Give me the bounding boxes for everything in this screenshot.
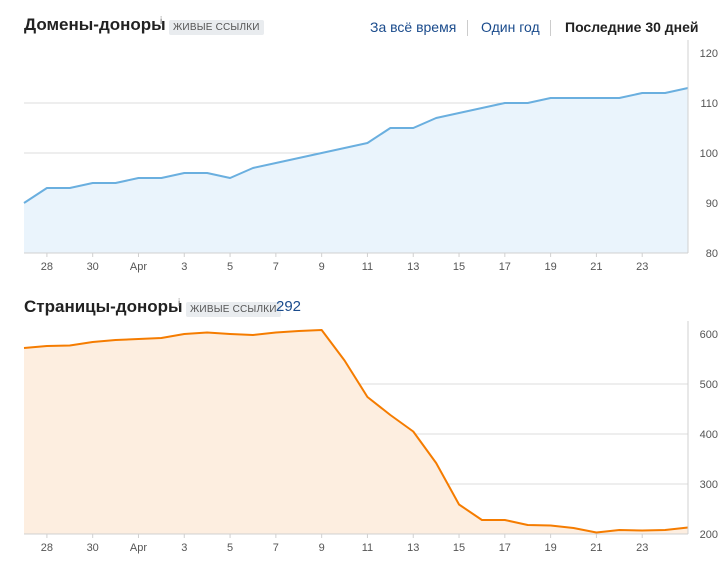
pages-x-tick-label: Apr — [130, 542, 147, 554]
domains-x-tick-label: 19 — [544, 261, 556, 273]
domains-info-icon[interactable]: i — [160, 16, 163, 27]
domains-x-tick-label: 30 — [87, 261, 99, 273]
pages-y-tick-label: 400 — [700, 429, 718, 441]
domains-y-tick-label: 110 — [700, 98, 718, 110]
domains-y-tick-label: 100 — [700, 148, 718, 160]
period-last-30-days[interactable]: Последние 30 дней — [565, 19, 699, 35]
pages-x-tick-label: 19 — [544, 542, 556, 554]
pages-y-tick-label: 600 — [700, 329, 718, 341]
period-one-year[interactable]: Один год — [481, 19, 540, 35]
pages-x-tick-label: 21 — [590, 542, 602, 554]
pages-x-tick-label: 11 — [362, 542, 373, 554]
domains-chart[interactable]: 120 110 100 90 80 28 30 Apr 3 5 7 9 11 13 15 17 19 21 23 — [0, 40, 724, 280]
pages-y-tick-label: 200 — [700, 529, 718, 541]
pages-y-tick-label: 300 — [700, 479, 718, 491]
pages-series-line — [23, 329, 689, 534]
domains-x-tick-label: 21 — [590, 261, 602, 273]
domains-x-tick-label: 17 — [499, 261, 511, 273]
domains-area — [24, 88, 688, 253]
pages-x-tick-label: 9 — [319, 542, 325, 554]
pages-count: 292 — [276, 298, 302, 315]
domains-x-tick-label: 9 — [319, 261, 325, 273]
pages-x-tick-label: 17 — [499, 542, 511, 554]
domains-x-tick-label: 5 — [227, 261, 233, 273]
domains-x-tick-label: Apr — [130, 261, 147, 273]
pages-x-tick-label: 13 — [407, 542, 419, 554]
domains-x-tick-label: 28 — [41, 261, 53, 273]
period-divider-1 — [467, 20, 468, 36]
domains-series-line — [23, 87, 689, 204]
pages-x-tick-label: 30 — [87, 542, 99, 554]
pages-title: Страницы-доноры — [24, 297, 183, 316]
pages-x-tick-label: 15 — [453, 542, 465, 554]
pages-x-tick-label: 23 — [636, 542, 648, 554]
domains-x-tick-label: 15 — [453, 261, 465, 273]
domains-title: Домены-доноры — [24, 15, 166, 34]
pages-info-icon[interactable]: i — [178, 298, 181, 309]
pages-live-links-badge: ЖИВЫЕ ССЫЛКИ — [186, 302, 281, 317]
domains-y-tick-label: 80 — [706, 248, 718, 260]
pages-x-tick-label: 28 — [41, 542, 53, 554]
domains-y-tick-label: 90 — [706, 198, 718, 210]
domains-x-tick-label: 23 — [636, 261, 648, 273]
period-divider-2 — [550, 20, 551, 36]
pages-x-tick-label: 7 — [273, 542, 279, 554]
domains-x-tick-label: 3 — [181, 261, 187, 273]
pages-chart[interactable]: 600 500 400 300 200 28 30 Apr 3 5 7 9 11 13 15 17 19 21 23 — [0, 321, 724, 561]
pages-area — [24, 330, 688, 534]
pages-x-tick-label: 3 — [181, 542, 187, 554]
pages-y-tick-label: 500 — [700, 379, 718, 391]
domains-x-tick-label: 11 — [362, 261, 373, 273]
domains-x-tick-label: 13 — [407, 261, 419, 273]
domains-live-links-badge: ЖИВЫЕ ССЫЛКИ — [169, 20, 264, 35]
period-all-time[interactable]: За всё время — [370, 19, 457, 35]
domains-x-tick-label: 7 — [273, 261, 279, 273]
pages-x-tick-label: 5 — [227, 542, 233, 554]
domains-y-tick-label: 120 — [700, 48, 718, 60]
